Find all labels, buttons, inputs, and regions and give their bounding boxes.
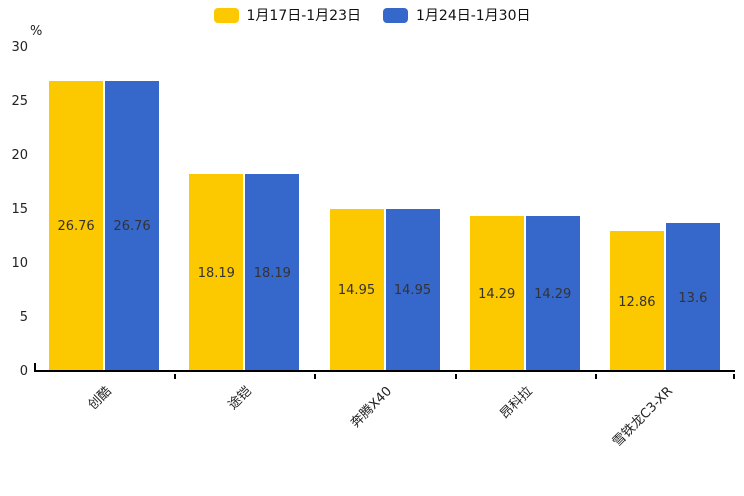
bar-昂科拉-series-1 (469, 215, 524, 370)
bar-奔腾X40-series-1 (329, 208, 384, 370)
bar-昂科拉-series-2 (525, 215, 580, 370)
plot-area: 26.76 26.76 创酷 18.19 18.19 途铠 14.95 14.95 奔腾X40 1… (34, 48, 735, 450)
bar-value-label: 18.19 (197, 265, 235, 281)
bar-途铠-series-2 (245, 173, 300, 370)
y-tick-label: 0 (19, 364, 28, 379)
bar-value-label: 14.29 (478, 286, 516, 302)
legend-label: 1月24日-1月30日 (416, 7, 531, 24)
chart-legend: 1月17日-1月23日 1月24日-1月30日 (0, 8, 744, 23)
bar-创酷-series-2 (105, 81, 160, 370)
y-tick-label: 30 (11, 40, 28, 55)
bar-value-label: 13.6 (678, 290, 708, 306)
x-axis-tick (34, 363, 36, 372)
legend-swatch-icon (213, 8, 239, 23)
bar-奔腾X40-series-2 (385, 208, 440, 370)
y-tick-label: 5 (19, 310, 28, 325)
y-tick-label: 25 (11, 94, 28, 109)
x-category-label: 创酷 (85, 384, 115, 414)
y-axis-unit-label: % (30, 24, 43, 39)
bar-途铠-series-1 (189, 173, 244, 370)
legend-label: 1月17日-1月23日 (246, 7, 362, 24)
bar-value-label: 14.95 (337, 283, 376, 299)
x-axis-tick (595, 374, 597, 379)
x-axis-tick (455, 374, 457, 379)
y-tick-label: 20 (11, 148, 28, 163)
legend-item-series-2: 1月24日-1月30日 (383, 8, 531, 23)
bar-创酷-series-1 (49, 81, 104, 370)
x-category-label: 雪铁龙C3-XR (609, 384, 676, 451)
x-axis-tick (733, 374, 735, 379)
x-axis-tick (174, 374, 176, 379)
bar-雪铁龙C3-XR-series-2 (665, 223, 720, 370)
bar-value-label: 14.29 (534, 286, 572, 302)
legend-swatch-icon (383, 8, 408, 23)
x-axis-tick (314, 374, 316, 379)
x-category-label: 奔腾X40 (348, 384, 396, 431)
bar-value-label: 26.76 (113, 219, 151, 235)
x-category-label: 昂科拉 (497, 384, 536, 423)
y-tick-label: 15 (11, 202, 28, 217)
legend-item-series-1: 1月17日-1月23日 (213, 7, 362, 24)
bar-value-label: 12.86 (618, 294, 656, 310)
bar-value-label: 18.19 (253, 265, 291, 281)
bar-value-label: 26.76 (57, 219, 95, 235)
y-tick-label: 10 (11, 256, 28, 271)
bar-value-label: 14.95 (393, 283, 432, 299)
bar-雪铁龙C3-XR-series-1 (609, 231, 664, 370)
x-category-label: 途铠 (225, 384, 255, 414)
